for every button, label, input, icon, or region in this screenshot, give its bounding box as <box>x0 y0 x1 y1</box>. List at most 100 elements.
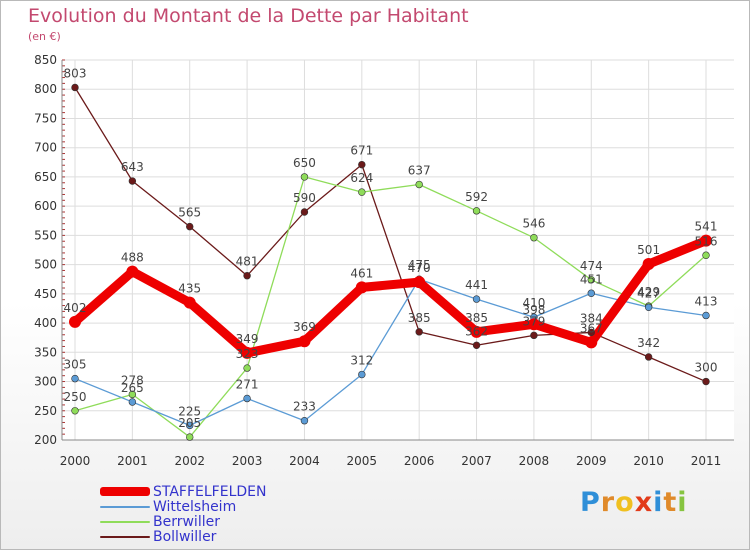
data-label: 427 <box>637 286 660 300</box>
logo-letter: x <box>634 487 654 518</box>
data-point <box>700 234 712 247</box>
logo-letter: i <box>653 487 664 518</box>
chart-legend: STAFFELFELDEN Wittelsheim Berrwiller Bollwi… <box>100 483 267 545</box>
x-tick-label: 2008 <box>519 454 550 468</box>
data-point <box>587 328 595 337</box>
data-label: 250 <box>64 390 87 404</box>
data-label: 475 <box>408 258 431 272</box>
data-label: 650 <box>293 156 316 170</box>
x-tick-label: 2004 <box>289 454 320 468</box>
proxiti-logo: Proxiti <box>580 487 688 518</box>
data-point <box>587 289 595 297</box>
data-label: 461 <box>350 266 373 280</box>
data-point <box>358 188 366 196</box>
legend-item: STAFFELFELDEN <box>100 483 267 500</box>
data-label: 367 <box>580 321 603 335</box>
data-point <box>587 276 595 284</box>
data-label: 379 <box>522 314 545 328</box>
x-tick-label: 2005 <box>347 454 378 468</box>
data-label: 516 <box>695 234 718 248</box>
legend-label: Wittelsheim <box>153 498 237 515</box>
y-tick-label: 550 <box>34 228 57 242</box>
data-point <box>243 394 251 403</box>
series-line-wittelsheim <box>74 278 707 427</box>
data-point <box>71 83 79 92</box>
data-label: 402 <box>64 301 87 315</box>
data-label: 441 <box>465 278 488 292</box>
x-tick-label: 2011 <box>691 454 722 468</box>
data-label: 300 <box>695 361 718 375</box>
data-point <box>642 258 655 271</box>
data-label: 546 <box>522 217 545 231</box>
data-point <box>702 251 710 259</box>
data-label: 488 <box>121 251 144 265</box>
legend-item: Bollwiller <box>100 528 266 545</box>
data-point <box>71 407 79 415</box>
data-label: 305 <box>64 358 87 372</box>
data-label: 643 <box>121 160 144 174</box>
y-tick-label: 300 <box>34 375 57 389</box>
data-point <box>186 222 194 231</box>
y-tick-label: 700 <box>34 141 57 155</box>
data-label: 590 <box>293 191 316 205</box>
y-tick-label: 750 <box>34 111 57 125</box>
data-point <box>415 328 423 336</box>
legend-label: STAFFELFELDEN <box>153 483 267 500</box>
data-point <box>243 364 251 372</box>
data-label: 624 <box>350 171 373 185</box>
data-label: 271 <box>236 377 259 391</box>
data-point <box>128 398 137 406</box>
data-point <box>355 281 368 294</box>
y-tick-label: 500 <box>34 258 57 272</box>
data-point <box>358 370 366 379</box>
series-line-staffelfelden <box>70 236 711 358</box>
data-point <box>186 433 194 441</box>
data-point <box>71 374 79 383</box>
logo-letter: t <box>663 487 678 518</box>
data-label: 474 <box>580 259 603 273</box>
data-point <box>300 417 309 425</box>
y-tick-label: 200 <box>34 433 57 447</box>
logo-letter: r <box>600 487 616 518</box>
x-tick-label: 2002 <box>174 454 205 468</box>
data-label: 362 <box>465 324 488 338</box>
legend-label: Bollwiller <box>153 528 217 545</box>
data-point <box>530 331 538 340</box>
x-tick-label: 2003 <box>232 454 263 468</box>
y-tick-label: 450 <box>34 287 57 301</box>
data-label: 803 <box>64 66 87 80</box>
legend-item: Wittelsheim <box>100 498 266 515</box>
x-tick-label: 2007 <box>461 454 492 468</box>
data-point <box>128 177 137 185</box>
x-tick-label: 2000 <box>60 454 91 468</box>
data-label: 233 <box>293 400 316 414</box>
legend-swatch <box>100 487 150 496</box>
data-label: 349 <box>236 332 259 346</box>
data-label: 369 <box>293 320 316 334</box>
data-label: 592 <box>465 190 488 204</box>
legend-swatch <box>100 520 150 523</box>
data-point <box>300 208 309 216</box>
data-label: 451 <box>580 272 603 286</box>
data-label: 278 <box>121 373 144 387</box>
data-point <box>702 377 710 386</box>
data-point <box>530 234 538 242</box>
data-point <box>298 335 311 348</box>
legend-item: Berrwiller <box>100 514 266 530</box>
y-tick-label: 400 <box>34 316 57 330</box>
data-label: 565 <box>178 206 201 220</box>
legend-swatch <box>100 535 150 538</box>
data-point <box>300 173 309 181</box>
data-point <box>69 315 81 328</box>
data-label: 385 <box>465 311 488 325</box>
plot-area <box>62 60 734 440</box>
data-label: 205 <box>178 416 201 430</box>
y-tick-label: 350 <box>34 345 57 359</box>
data-label: 398 <box>522 303 545 317</box>
data-label: 481 <box>236 255 259 269</box>
data-point <box>243 272 251 280</box>
data-label: 312 <box>350 354 373 368</box>
data-label: 637 <box>408 164 431 178</box>
logo-letter: i <box>677 487 688 518</box>
